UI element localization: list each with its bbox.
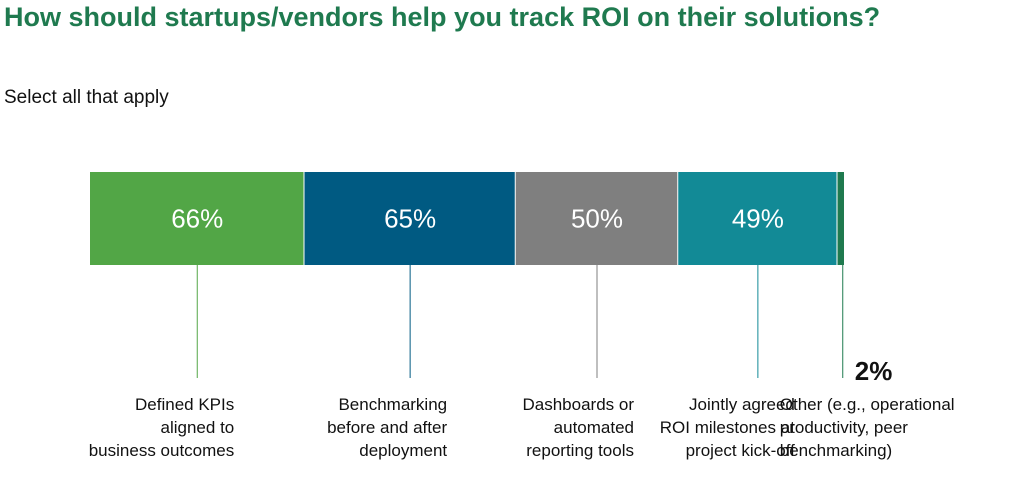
category-label-line: aligned to (161, 418, 235, 437)
bar-segment (678, 172, 838, 265)
chart-subtitle: Select all that apply (4, 87, 169, 108)
chart-title: How should startups/vendors help you tra… (4, 2, 881, 32)
category-label: Defined KPIs aligned to business outcomes (89, 395, 235, 460)
bar-segment (90, 172, 305, 265)
category-label-line: reporting tools (526, 441, 634, 460)
category-label-line: ROI milestones at (660, 418, 795, 437)
bar-value-label: 50% (571, 204, 623, 234)
category-label: Dashboards or automated reporting tools (522, 395, 634, 460)
category-label-line: Dashboards or (522, 395, 634, 414)
category-label-line: Other (e.g., operational (780, 395, 955, 414)
bar-segment (515, 172, 679, 265)
category-label-line: automated (554, 418, 634, 437)
category-label-line: Jointly agreed (689, 395, 795, 414)
category-label-line: before and after (327, 418, 447, 437)
category-label-line: Defined KPIs (135, 395, 234, 414)
category-label-line: productivity, peer (780, 418, 909, 437)
category-label: Benchmarking before and after deployment (327, 395, 447, 460)
category-label-line: benchmarking) (780, 441, 892, 460)
bar-segment (304, 172, 516, 265)
bar-value-label: 65% (384, 204, 436, 234)
category-label: Jointly agreed ROI milestones at project k… (660, 395, 795, 460)
category-label-line: deployment (359, 441, 447, 460)
bar-value-label: 66% (171, 204, 223, 234)
category-label-line: project kick-off (686, 441, 796, 460)
category-label: Other (e.g., operational productivity, pe… (780, 395, 955, 460)
bar-segment (837, 172, 844, 265)
bar-value-label: 2% (855, 356, 893, 386)
category-label-line: Benchmarking (338, 395, 447, 414)
category-label-line: business outcomes (89, 441, 235, 460)
bar-value-label: 49% (732, 204, 784, 234)
